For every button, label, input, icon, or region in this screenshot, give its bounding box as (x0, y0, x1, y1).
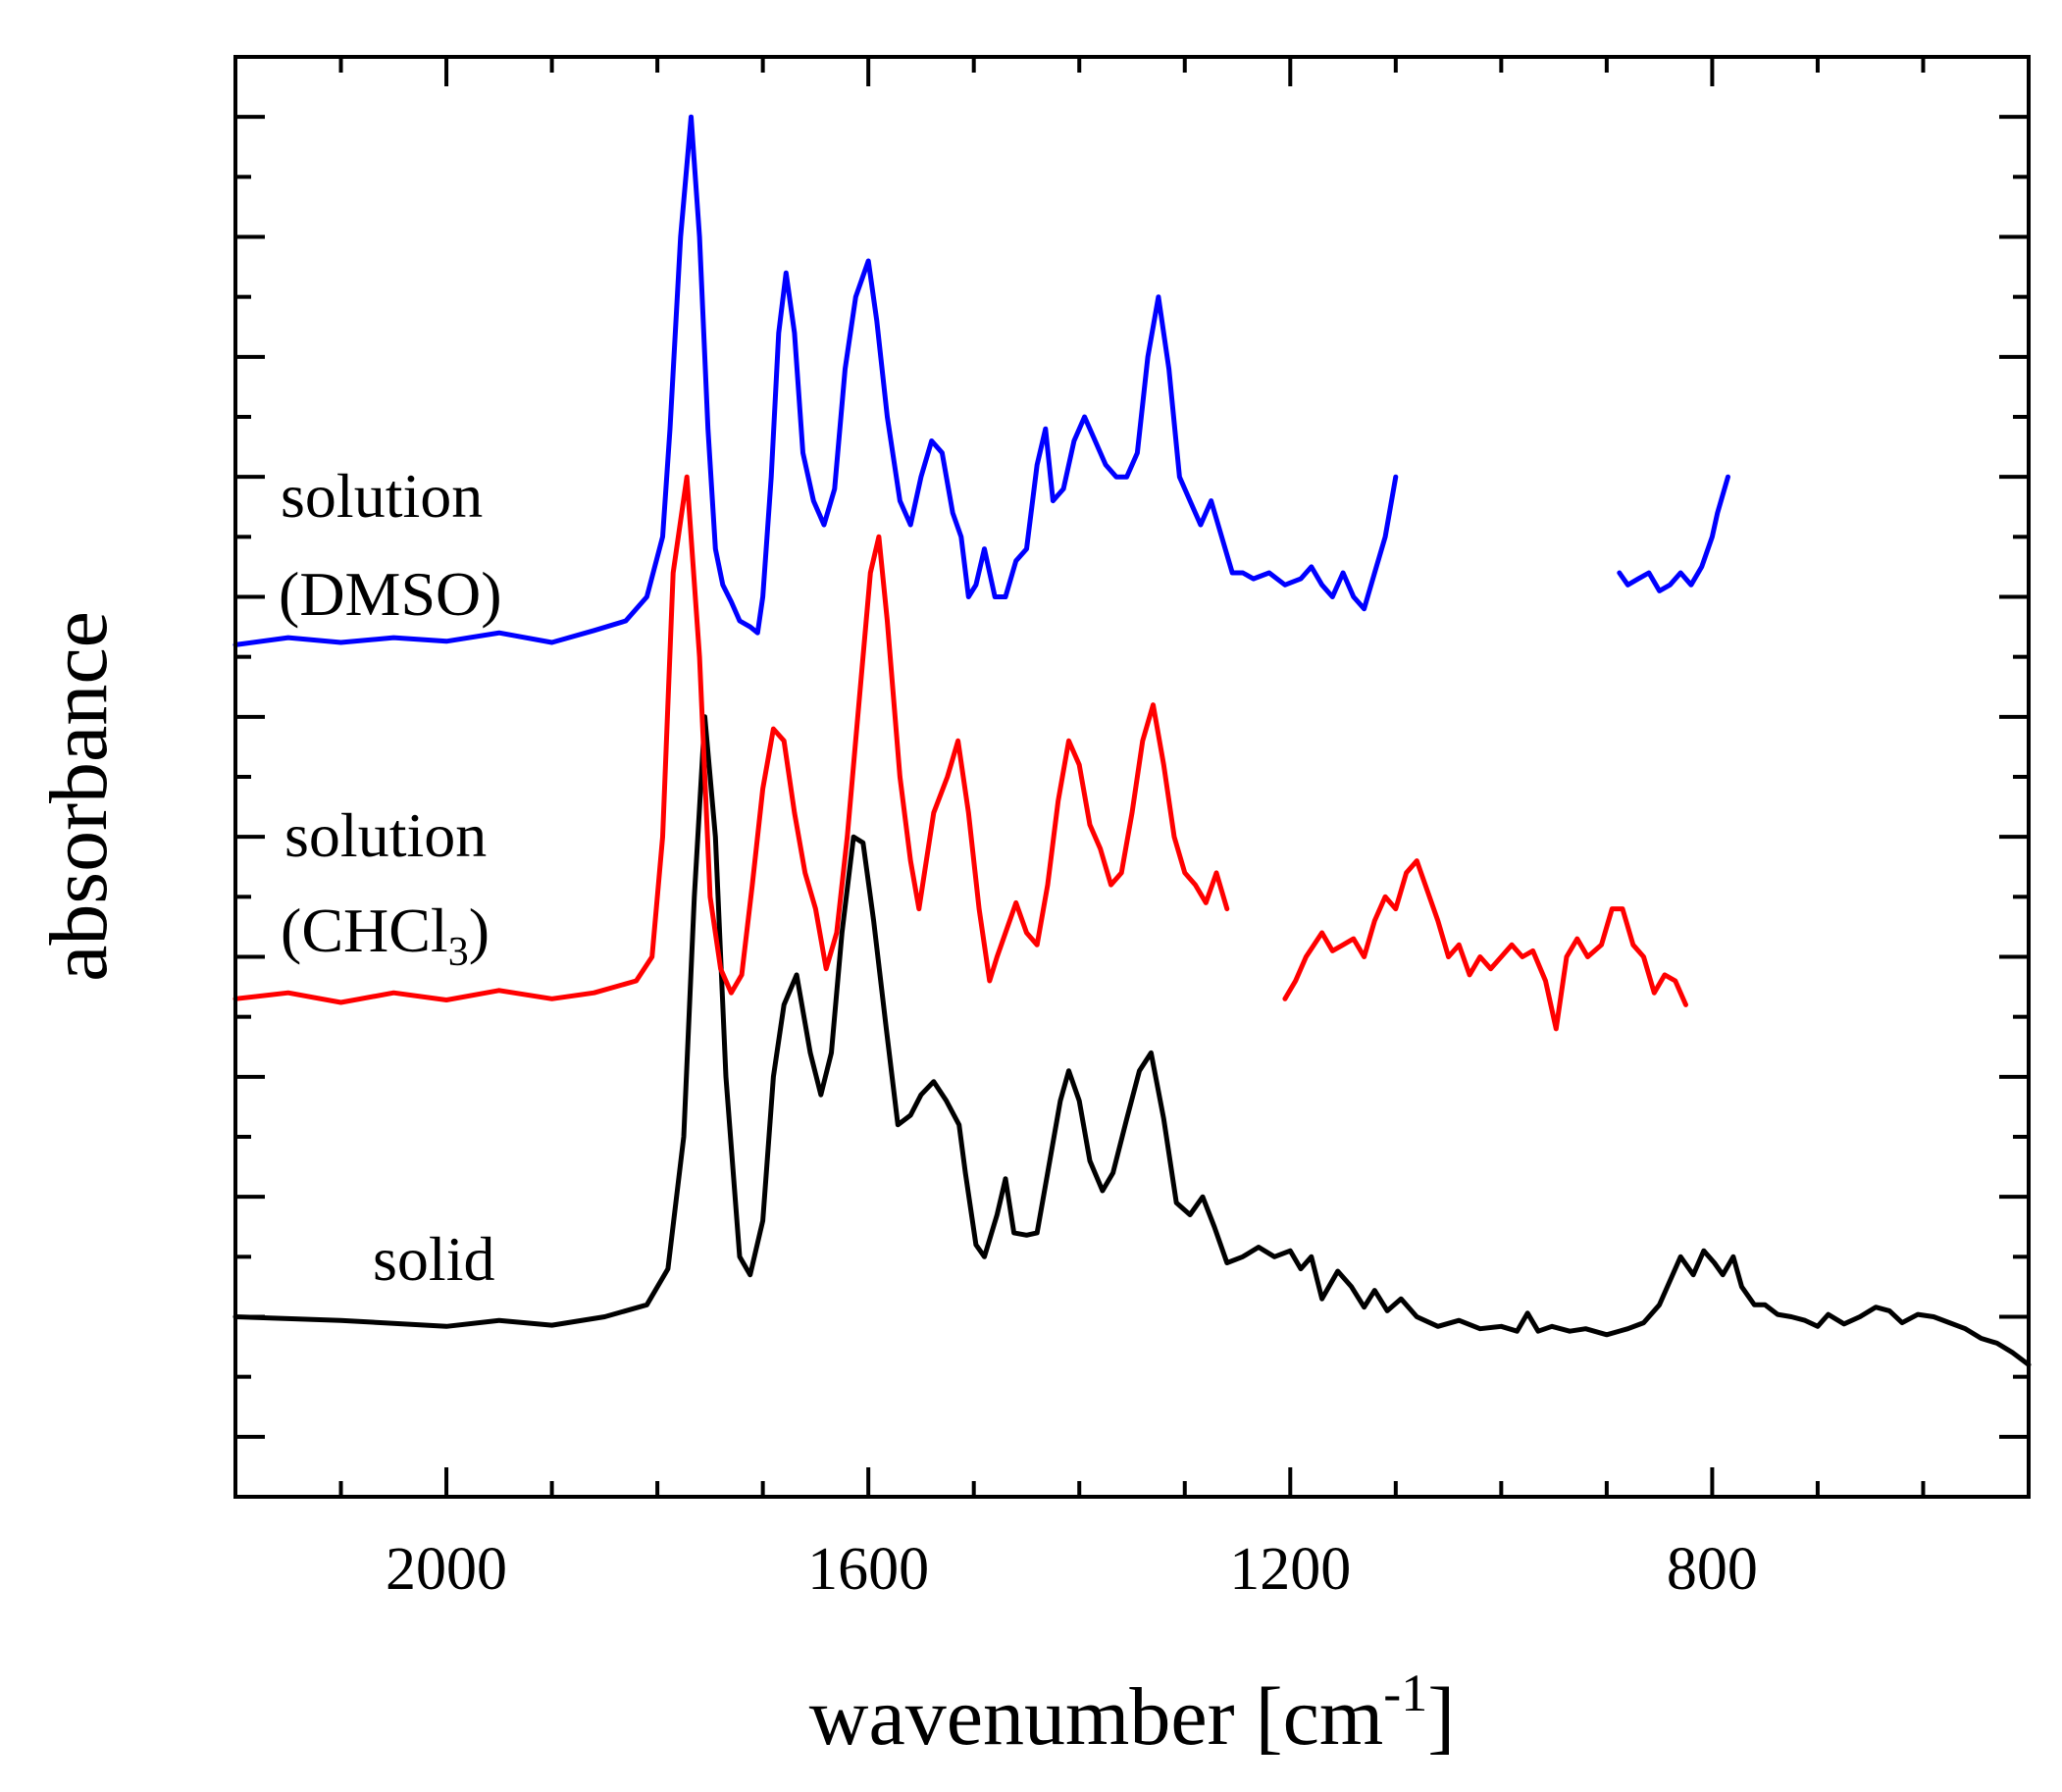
y-axis-title: absorbance (33, 611, 125, 982)
label-chcl3-close: ) (469, 896, 490, 965)
plot-frame (233, 55, 2031, 1499)
x-axis-title-sup: -1 (1383, 1664, 1427, 1722)
label-chcl3-line2: (CHCl3) (281, 896, 490, 975)
x-tick-label: 1600 (807, 1536, 929, 1603)
x-tick-label: 1200 (1229, 1536, 1351, 1603)
curve-solution-dmso-segment-2 (1617, 474, 1730, 593)
x-tick-label: 2000 (386, 1536, 507, 1603)
curve-solid-segment-1 (232, 714, 2032, 1367)
curve-solution-chcl3-segment-2 (1282, 858, 1688, 1032)
x-axis-title: wavenumber [cm-1] (809, 1664, 1455, 1763)
x-axis-title-close: ] (1427, 1671, 1455, 1763)
curve-solution-chcl3-segment-1 (232, 474, 1230, 1005)
label-solid: solid (373, 1224, 494, 1294)
label-chcl3-main: (CHCl (281, 896, 448, 965)
label-chcl3-sub: 3 (448, 930, 469, 975)
axis-ticks (235, 57, 2029, 1497)
label-dmso-line2: (DMSO) (279, 559, 502, 629)
label-dmso-line1: solution (281, 461, 483, 531)
x-axis-title-main: wavenumber [cm (809, 1671, 1383, 1763)
curve-solution-dmso-segment-1 (232, 114, 1399, 647)
x-tick-label: 800 (1667, 1536, 1758, 1603)
x-tick-labels: 2000 1600 1200 800 (386, 1536, 1758, 1603)
series-curves (232, 114, 2032, 1367)
label-chcl3-line1: solution (284, 800, 487, 870)
